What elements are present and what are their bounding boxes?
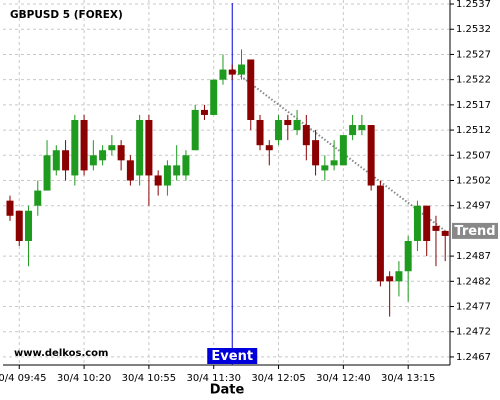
candle-body — [173, 165, 181, 176]
candle-body — [284, 119, 292, 126]
candle-body — [376, 185, 384, 282]
x-tick-label: 30/4 11:30 — [186, 373, 240, 384]
candle-body — [367, 125, 375, 186]
candle-body — [80, 119, 88, 171]
y-tick-label: 1.2527 — [456, 49, 491, 60]
candle-body — [349, 125, 357, 136]
candle-body — [34, 190, 42, 206]
chart-title: GBPUSD 5 (FOREX) — [10, 9, 123, 21]
candle-body — [386, 276, 394, 282]
candle-body — [136, 119, 144, 176]
x-axis-title: Date — [210, 383, 245, 398]
candle-body — [432, 225, 440, 231]
y-tick-label: 1.2537 — [456, 0, 491, 10]
x-tick-label: 30/4 09:45 — [0, 373, 46, 384]
candle-body — [256, 119, 264, 146]
candle-body — [265, 145, 273, 151]
candle-body — [293, 119, 301, 131]
x-tick-label: 30/4 10:55 — [122, 373, 176, 384]
trend-line — [231, 68, 446, 232]
candle-body — [321, 165, 329, 171]
candle-body — [43, 155, 51, 191]
candle-body — [228, 69, 236, 75]
candle-body — [182, 155, 190, 176]
candle-body — [163, 165, 171, 186]
y-tick-label: 1.2502 — [456, 175, 491, 186]
candle-body — [154, 175, 162, 186]
trend-label-box — [452, 222, 498, 239]
candle-body — [247, 59, 255, 120]
candle-body — [25, 210, 33, 241]
candle-body — [108, 145, 116, 151]
candle-body — [275, 119, 283, 141]
y-tick-label: 1.2467 — [456, 352, 491, 363]
candle-body — [238, 64, 245, 75]
y-tick-label: 1.2497 — [456, 201, 491, 212]
candle-body — [404, 240, 412, 272]
candle-body — [413, 205, 421, 241]
y-tick-label: 1.2477 — [456, 302, 491, 313]
y-tick-label: 1.2507 — [456, 150, 491, 161]
y-tick-label: 1.2512 — [456, 125, 491, 136]
y-tick-label: 1.2517 — [456, 100, 491, 111]
y-tick-label: 1.2532 — [456, 24, 491, 35]
plot-area — [3, 0, 450, 365]
candle-body — [89, 155, 97, 166]
trend-label: Trend — [454, 224, 495, 239]
y-tick-label: 1.2472 — [456, 327, 491, 338]
x-tick-label: 30/4 10:20 — [57, 373, 111, 384]
candle-body — [126, 160, 134, 181]
event-label-box — [207, 348, 258, 364]
candle-body — [339, 135, 347, 166]
candle-body — [395, 271, 403, 282]
candle-body — [191, 109, 199, 151]
y-tick-label: 1.2522 — [456, 75, 491, 86]
candle-body — [219, 69, 227, 80]
candle-body — [6, 200, 14, 216]
x-tick-label: 30/4 12:05 — [251, 373, 305, 384]
watermark: www.delkos.com — [14, 348, 108, 359]
x-tick-label: 30/4 13:15 — [381, 373, 435, 384]
candle-body — [117, 145, 125, 161]
candle-body — [200, 109, 208, 115]
y-tick-label: 1.2487 — [456, 251, 491, 262]
candle-body — [145, 119, 153, 176]
candle-body — [330, 160, 338, 166]
x-tick-label: 30/4 12:40 — [316, 373, 370, 384]
event-label: Event — [211, 349, 253, 364]
candle-body — [358, 125, 366, 131]
candle-body — [71, 119, 79, 176]
candle-body — [15, 210, 23, 241]
candle-body — [62, 150, 70, 171]
candle-body — [210, 79, 218, 115]
candle-body — [52, 150, 60, 171]
y-tick-label: 1.2482 — [456, 276, 491, 287]
candle-body — [312, 140, 320, 166]
candle-body — [302, 125, 310, 146]
candle-body — [99, 150, 107, 161]
candle-body — [441, 230, 449, 236]
candle-body — [423, 205, 431, 241]
